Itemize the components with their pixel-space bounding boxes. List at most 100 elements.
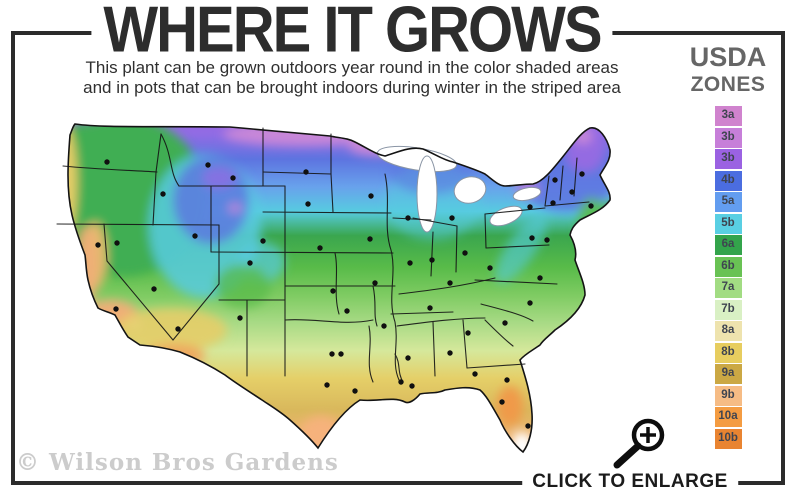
legend-title-usda: USDA (689, 42, 767, 72)
usda-zones-map[interactable] (33, 114, 641, 462)
city-dot (303, 169, 309, 175)
city-dot (405, 215, 411, 221)
city-dot (381, 323, 387, 329)
zone-label: 10b (718, 431, 738, 444)
city-dot (160, 191, 166, 197)
city-dot (427, 305, 433, 311)
zone-label: 4b (721, 173, 735, 186)
city-dot (329, 351, 335, 357)
zone-label: 8b (721, 345, 735, 358)
city-dot (472, 371, 478, 377)
city-dot (113, 306, 119, 312)
zone-swatch-9b: 9b (714, 385, 742, 406)
city-dot (151, 286, 157, 292)
city-dot (527, 204, 533, 210)
city-dot (588, 203, 594, 209)
zone-swatch-7a: 7a (714, 278, 742, 298)
city-dot (499, 399, 505, 405)
city-dot (502, 320, 508, 326)
zone-label: 9a (721, 367, 735, 380)
city-dot (352, 388, 358, 394)
city-dot (317, 245, 323, 251)
city-dot (552, 177, 558, 183)
city-dot (537, 275, 543, 281)
city-dot (305, 201, 311, 207)
city-dot (344, 308, 350, 314)
city-dot (527, 300, 533, 306)
city-dot (175, 326, 181, 332)
city-dot (544, 237, 550, 243)
zone-label: 3b (721, 152, 735, 165)
city-dot (529, 235, 535, 241)
click-to-enlarge-button[interactable]: CLICK TO ENLARGE (522, 469, 738, 495)
zone-swatch-3b: 3b (714, 149, 742, 169)
city-dot (449, 215, 455, 221)
city-dot (462, 250, 468, 256)
zone-label: 3b (721, 130, 735, 143)
city-dot (447, 280, 453, 286)
zone-label: 6b (721, 259, 735, 272)
subtitle-line2: and in pots that can be brought indoors … (83, 78, 621, 97)
city-dot (579, 171, 585, 177)
zone-label: 5a (721, 195, 735, 208)
zone-swatch-8a: 8a (714, 321, 742, 341)
city-dot (368, 193, 374, 199)
zone-swatch-6a: 6a (714, 235, 742, 255)
city-dot (192, 233, 198, 239)
zone-swatch-7b: 7b (714, 299, 742, 320)
zone-shading (68, 124, 611, 452)
city-dot (237, 315, 243, 321)
zone-label: 8a (721, 324, 735, 337)
city-dot (372, 280, 378, 286)
magnifier-plus-icon[interactable] (600, 405, 670, 475)
legend-title: USDA ZONES (684, 42, 772, 96)
page-title: WHERE IT GROWS (91, 0, 613, 68)
city-dot (429, 257, 435, 263)
city-dot (405, 355, 411, 361)
zone-swatch-8b: 8b (714, 342, 742, 363)
city-dot (550, 200, 556, 206)
zone-swatch-3b: 3b (714, 127, 742, 148)
city-dot (338, 351, 344, 357)
city-dot (247, 260, 253, 266)
city-dot (465, 330, 471, 336)
usda-zones-legend: USDA ZONES 3a 3b 3b 4b 5a 5b 6a 6b 7a 7b 8a 8b 9a 9b 1… (684, 44, 772, 450)
city-dot (447, 350, 453, 356)
city-dot (504, 377, 510, 383)
zone-swatch-5b: 5b (714, 213, 742, 234)
zone-swatch-10b: 10b (714, 428, 742, 449)
zone-label: 7a (721, 281, 735, 294)
city-dot (398, 379, 404, 385)
legend-swatches: 3a 3b 3b 4b 5a 5b 6a 6b 7a 7b 8a 8b 9a 9b 10a 10b (684, 106, 772, 449)
city-dot (409, 383, 415, 389)
city-dot (525, 423, 531, 429)
subtitle: This plant can be grown outdoors year ro… (42, 58, 662, 98)
zone-swatch-9a: 9a (714, 364, 742, 384)
city-dot (205, 162, 211, 168)
zone-swatch-3a: 3a (714, 106, 742, 126)
zone-swatch-10a: 10a (714, 407, 742, 427)
watermark: © Wilson Bros Gardens (16, 449, 339, 476)
zone-swatch-6b: 6b (714, 256, 742, 277)
city-dot (324, 382, 330, 388)
city-dot (230, 175, 236, 181)
city-dot (260, 238, 266, 244)
city-dot (487, 265, 493, 271)
zone-label: 3a (721, 109, 735, 122)
legend-title-zones: ZONES (690, 73, 766, 96)
subtitle-line1: This plant can be grown outdoors year ro… (85, 58, 619, 77)
city-dot (407, 260, 413, 266)
city-dot (569, 189, 575, 195)
city-dot (330, 288, 336, 294)
zone-swatch-5a: 5a (714, 192, 742, 212)
city-dots (95, 159, 594, 429)
city-dot (367, 236, 373, 242)
zone-swatch-4b: 4b (714, 170, 742, 191)
city-dot (104, 159, 110, 165)
city-dot (95, 242, 101, 248)
zone-label: 6a (721, 238, 735, 251)
city-dot (114, 240, 120, 246)
zone-label: 10a (718, 410, 738, 423)
zone-label: 9b (721, 388, 735, 401)
